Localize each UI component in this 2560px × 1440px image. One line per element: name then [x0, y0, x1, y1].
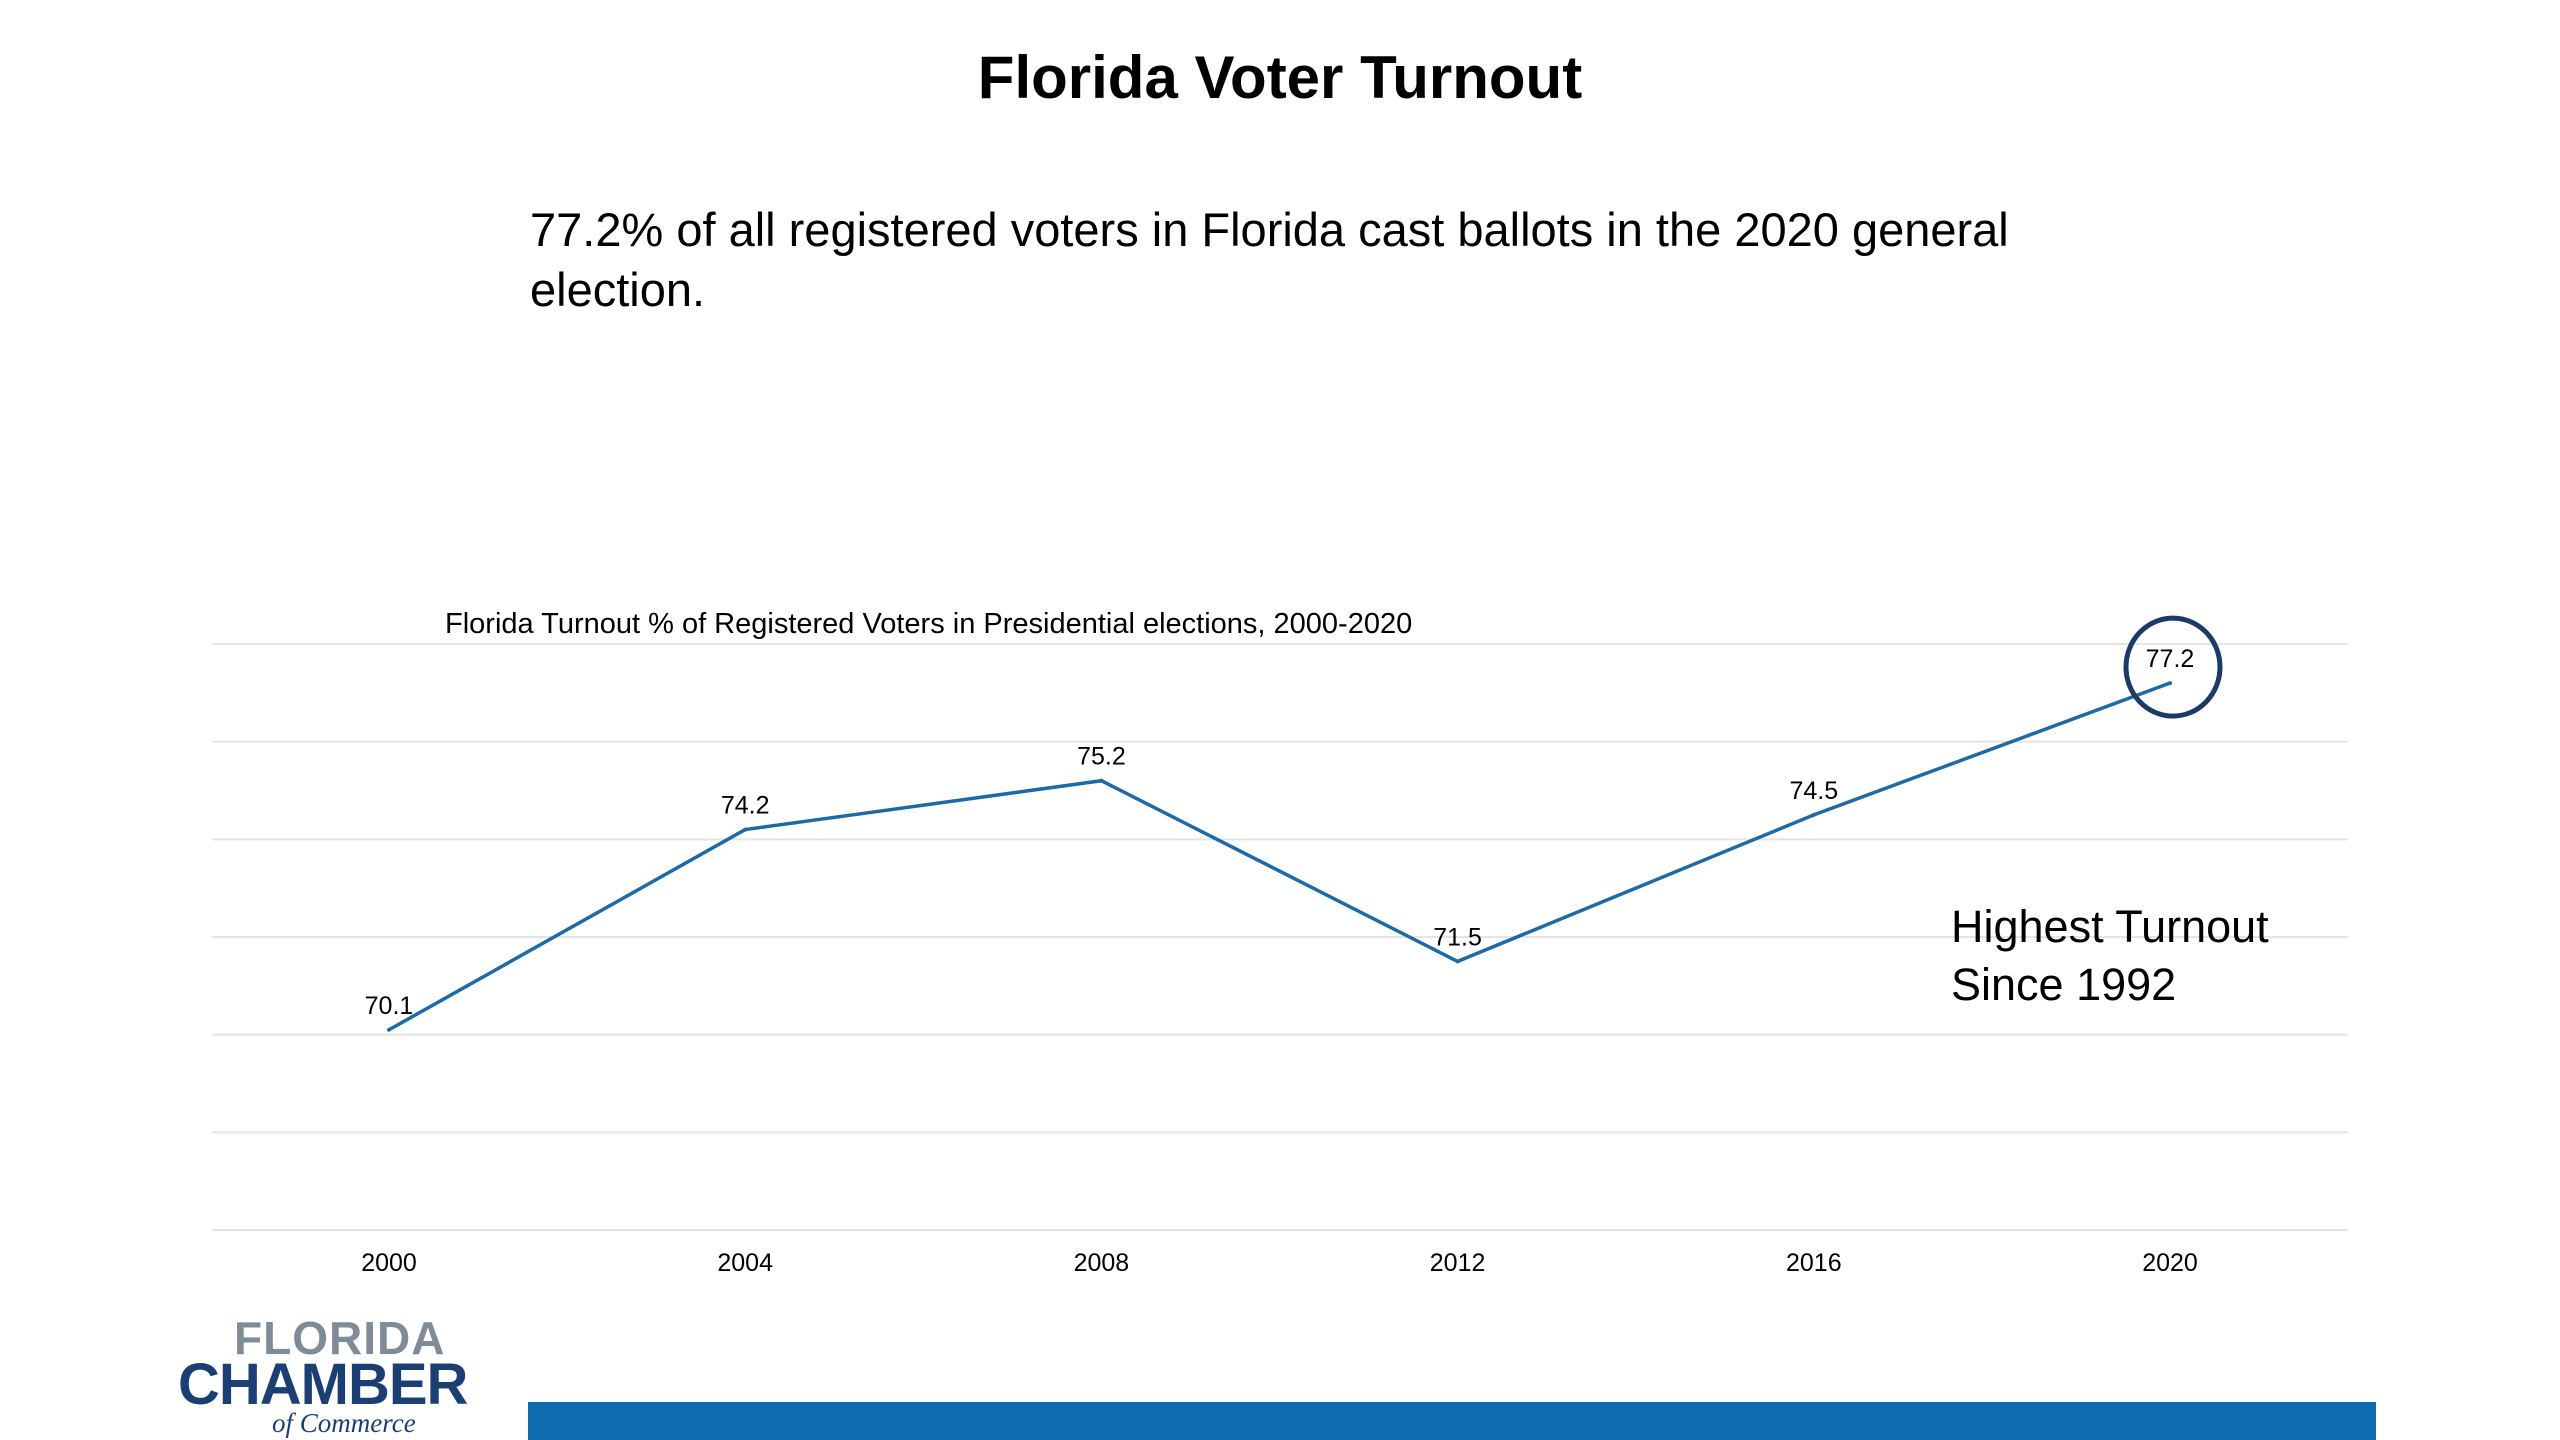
- highest-turnout-callout: Highest Turnout Since 1992: [1951, 898, 2269, 1014]
- data-point: [1099, 778, 1104, 783]
- highlight-circle: [2123, 615, 2223, 719]
- data-label: 75.2: [1077, 743, 1126, 771]
- callout-line-2: Since 1992: [1951, 959, 2177, 1010]
- x-tick-label: 2012: [1430, 1249, 1486, 1277]
- x-tick-label: 2008: [1074, 1249, 1130, 1277]
- bottom-accent-bar: [528, 1402, 2376, 1440]
- callout-line-1: Highest Turnout: [1951, 901, 2269, 952]
- data-label: 74.2: [721, 792, 770, 820]
- data-label: 74.5: [1789, 777, 1838, 805]
- x-tick-label: 2020: [2142, 1249, 2198, 1277]
- data-label: 71.5: [1433, 923, 1482, 951]
- logo-florida-text: FLORIDA: [234, 1312, 446, 1364]
- x-tick-label: 2016: [1786, 1249, 1842, 1277]
- logo-of-commerce-text: of Commerce: [272, 1408, 416, 1438]
- florida-chamber-logo: FLORIDA CHAMBER of Commerce: [178, 1312, 478, 1438]
- x-tick-label: 2004: [717, 1249, 773, 1277]
- data-point: [743, 827, 748, 832]
- logo-chamber-text: CHAMBER: [178, 1352, 468, 1417]
- data-point: [1811, 812, 1816, 817]
- data-label: 70.1: [365, 992, 414, 1020]
- data-label: 77.2: [2146, 645, 2195, 673]
- slide-title: Florida Voter Turnout: [977, 44, 1583, 111]
- data-point: [2168, 681, 2172, 686]
- x-tick-label: 2000: [361, 1249, 417, 1277]
- turnout-series-line: [388, 681, 2171, 1032]
- slide-subtitle: 77.2% of all registered voters in Florid…: [530, 203, 2009, 316]
- data-point: [387, 1027, 391, 1032]
- data-point: [1455, 959, 1460, 964]
- chart-title: Florida Turnout % of Registered Voters i…: [445, 608, 1413, 640]
